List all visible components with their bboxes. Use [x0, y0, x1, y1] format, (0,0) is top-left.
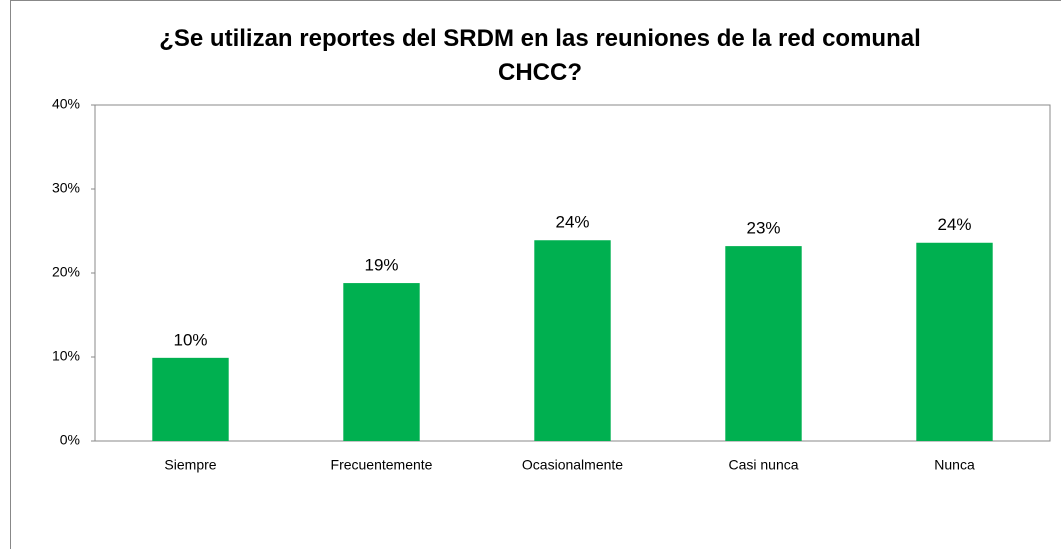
data-label: 24%	[937, 215, 971, 234]
bar	[725, 246, 802, 441]
data-label: 23%	[746, 219, 780, 238]
bar	[534, 240, 611, 441]
x-tick-label: Siempre	[164, 457, 216, 473]
data-label: 19%	[364, 256, 398, 275]
chart-title: ¿Se utilizan reportes del SRDM en las re…	[159, 25, 921, 86]
data-label: 24%	[555, 213, 589, 232]
y-tick-label: 0%	[60, 432, 80, 448]
y-tick-label: 40%	[52, 96, 80, 112]
x-tick-label: Casi nunca	[728, 457, 798, 473]
chart-frame	[10, 0, 1061, 549]
x-tick-label: Nunca	[934, 457, 975, 473]
bar	[152, 357, 229, 441]
bar	[343, 283, 420, 441]
data-label: 10%	[173, 330, 207, 349]
x-tick-label: Frecuentemente	[331, 457, 433, 473]
bar	[916, 242, 993, 441]
y-tick-label: 20%	[52, 264, 80, 280]
y-tick-label: 10%	[52, 348, 80, 364]
x-tick-label: Ocasionalmente	[522, 457, 623, 473]
y-tick-label: 30%	[52, 180, 80, 196]
